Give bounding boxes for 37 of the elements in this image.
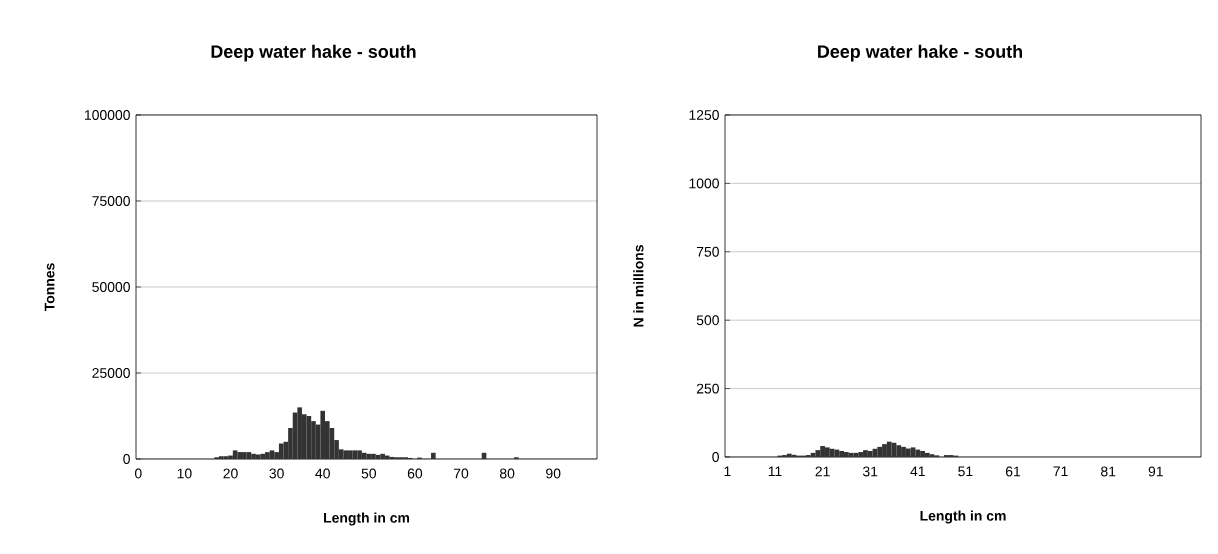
x-tick-label: 90 [546, 468, 561, 479]
y-tick-label: 1000 [689, 178, 719, 189]
x-tick-label: 71 [1053, 466, 1068, 477]
y-tick-label: 750 [696, 246, 719, 257]
x-tick-label: 51 [958, 466, 973, 477]
x-tick-label: 0 [134, 468, 142, 479]
x-tick-label: 21 [815, 466, 830, 477]
x-tick-label: 81 [1101, 466, 1116, 477]
y-tick-label: 25000 [92, 368, 130, 378]
y-tick-label: 0 [712, 452, 719, 462]
x-tick-label: 40 [315, 468, 330, 479]
y-tick-label: 1250 [689, 110, 719, 120]
x-axis-title: Length in cm [324, 512, 410, 526]
x-tick-label: 61 [1005, 466, 1021, 477]
x-tick-label: 70 [453, 468, 469, 479]
x-tick-label: 60 [407, 468, 423, 479]
x-axis-title: Length in cm [920, 510, 1006, 524]
chart-title: Deep water hake - south [211, 44, 416, 62]
y-tick-label: 250 [696, 383, 719, 394]
x-tick-label: 20 [223, 468, 238, 479]
x-tick-label: 30 [269, 468, 284, 479]
x-tick-label: 91 [1148, 466, 1163, 477]
y-tick-label: 500 [696, 315, 719, 326]
x-tick-label: 50 [361, 468, 377, 479]
x-tick-label: 80 [499, 468, 515, 479]
y-tick-label: 100000 [85, 110, 130, 120]
x-tick-label: 41 [910, 466, 925, 477]
y-axis-title: N in millions [633, 245, 644, 327]
x-tick-label: 10 [177, 468, 192, 479]
y-tick-label: 75000 [92, 196, 130, 206]
y-axis-title: Tonnes [44, 263, 55, 312]
chart-title: Deep water hake - south [818, 44, 1023, 62]
x-tick-label: 11 [768, 466, 782, 477]
x-tick-label: 31 [862, 466, 878, 477]
x-tick-label: 1 [724, 466, 731, 477]
y-tick-label: 50000 [92, 282, 130, 292]
y-tick-label: 0 [123, 454, 130, 464]
